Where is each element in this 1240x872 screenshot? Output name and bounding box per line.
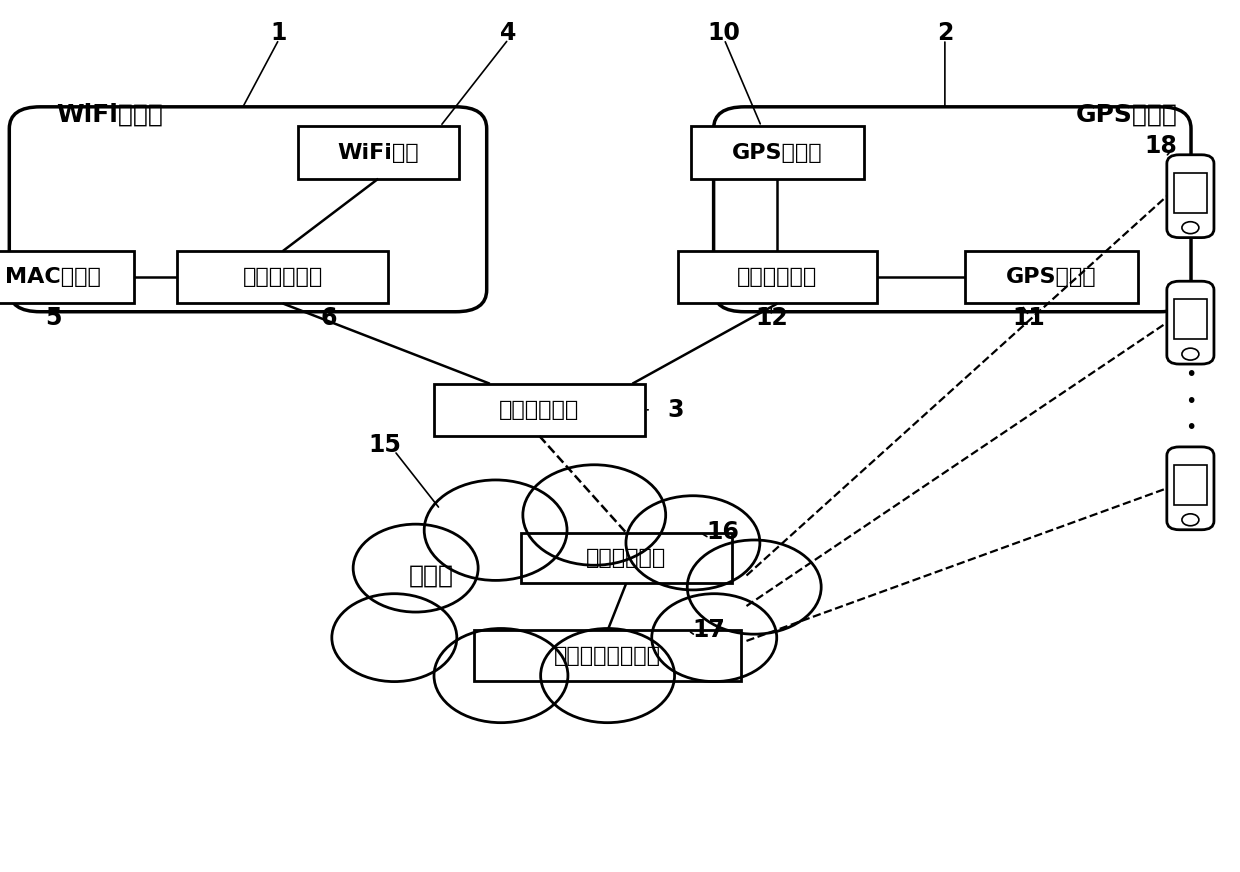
Text: 信息统计模块: 信息统计模块 (587, 548, 666, 568)
Text: GPS子系统: GPS子系统 (1076, 103, 1178, 127)
Circle shape (626, 495, 760, 589)
FancyBboxPatch shape (177, 251, 388, 303)
FancyBboxPatch shape (521, 533, 732, 583)
Text: WiFi探针: WiFi探针 (337, 143, 419, 162)
Text: 16: 16 (707, 520, 739, 544)
Text: 人数统计模块: 人数统计模块 (243, 268, 322, 287)
FancyBboxPatch shape (10, 106, 486, 311)
Text: 17: 17 (693, 617, 725, 642)
FancyBboxPatch shape (1167, 446, 1214, 529)
FancyBboxPatch shape (474, 630, 742, 681)
Circle shape (332, 594, 456, 682)
FancyBboxPatch shape (1174, 173, 1207, 213)
FancyBboxPatch shape (1174, 299, 1207, 339)
FancyBboxPatch shape (0, 251, 134, 303)
Text: 4: 4 (500, 21, 517, 45)
Text: 电子线路制定模块: 电子线路制定模块 (554, 646, 661, 665)
FancyBboxPatch shape (1174, 465, 1207, 505)
Text: 18: 18 (1145, 133, 1177, 158)
Text: •
•
•: • • • (1184, 365, 1197, 437)
FancyBboxPatch shape (678, 251, 877, 303)
Text: 12: 12 (755, 306, 787, 330)
Circle shape (687, 540, 821, 634)
Text: 5: 5 (45, 306, 62, 330)
Circle shape (353, 524, 479, 612)
FancyBboxPatch shape (298, 126, 459, 179)
Circle shape (652, 594, 776, 682)
Text: 信息交互模块: 信息交互模块 (500, 400, 579, 419)
FancyBboxPatch shape (714, 106, 1190, 311)
Text: 3: 3 (667, 398, 684, 422)
Text: 2: 2 (936, 21, 954, 45)
Text: 信息触发模块: 信息触发模块 (738, 268, 817, 287)
Text: 6: 6 (320, 306, 337, 330)
Text: MAC存储器: MAC存储器 (5, 268, 102, 287)
Text: 1: 1 (270, 21, 288, 45)
FancyBboxPatch shape (1167, 281, 1214, 364)
Text: 云平台: 云平台 (409, 563, 454, 588)
Text: 11: 11 (1013, 306, 1045, 330)
FancyBboxPatch shape (434, 384, 645, 436)
Circle shape (523, 465, 666, 565)
Circle shape (424, 480, 567, 581)
FancyBboxPatch shape (691, 126, 864, 179)
Text: 10: 10 (708, 21, 740, 45)
FancyBboxPatch shape (1167, 155, 1214, 237)
Text: GPS记录仪: GPS记录仪 (732, 143, 823, 162)
Circle shape (434, 629, 568, 723)
FancyBboxPatch shape (965, 251, 1138, 303)
Text: 15: 15 (368, 433, 401, 457)
Text: WiFi子系统: WiFi子系统 (56, 103, 162, 127)
Text: GPS存储器: GPS存储器 (1006, 268, 1097, 287)
Circle shape (541, 629, 675, 723)
